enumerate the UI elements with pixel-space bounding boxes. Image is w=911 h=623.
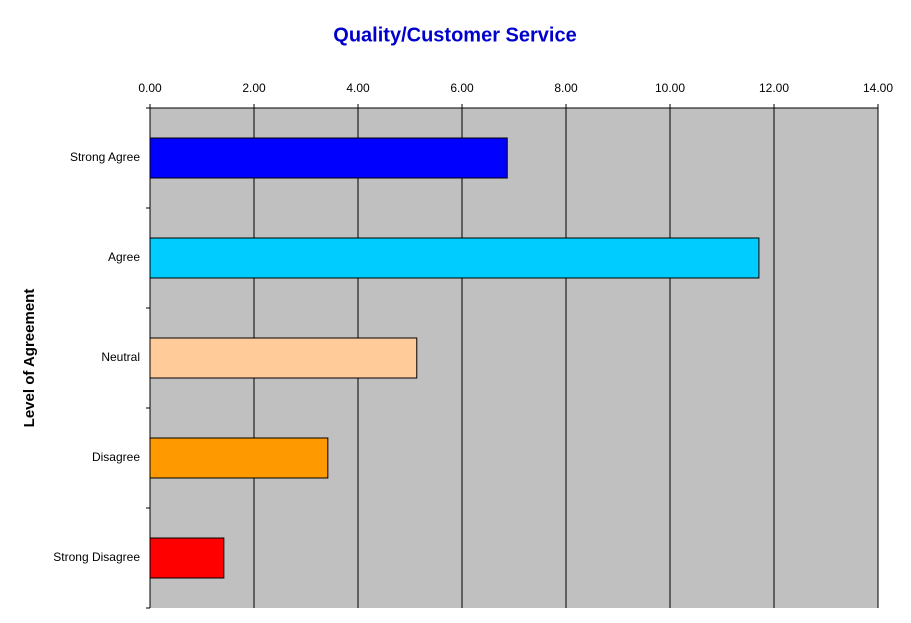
x-tick-label: 4.00 [346,81,370,95]
bar [149,337,418,379]
x-tick-label: 0.00 [138,81,162,95]
x-tick-label: 6.00 [450,81,474,95]
y-tick-label: Strong Disagree [53,550,140,564]
x-tick-label: 10.00 [655,81,685,95]
chart-title: Quality/Customer Service [333,24,576,46]
bar [149,137,508,179]
x-tick-label: 2.00 [242,81,266,95]
bar [149,237,760,279]
x-tick-label: 12.00 [759,81,789,95]
bar [149,537,225,579]
y-tick-label: Agree [108,250,140,264]
bar [149,437,329,479]
x-tick-label: 14.00 [863,81,893,95]
y-tick-label: Strong Agree [70,150,140,164]
y-tick-label: Disagree [92,450,140,464]
y-tick-label: Neutral [101,350,140,364]
y-axis-label: Level of Agreement [21,289,38,428]
x-tick-label: 8.00 [554,81,578,95]
